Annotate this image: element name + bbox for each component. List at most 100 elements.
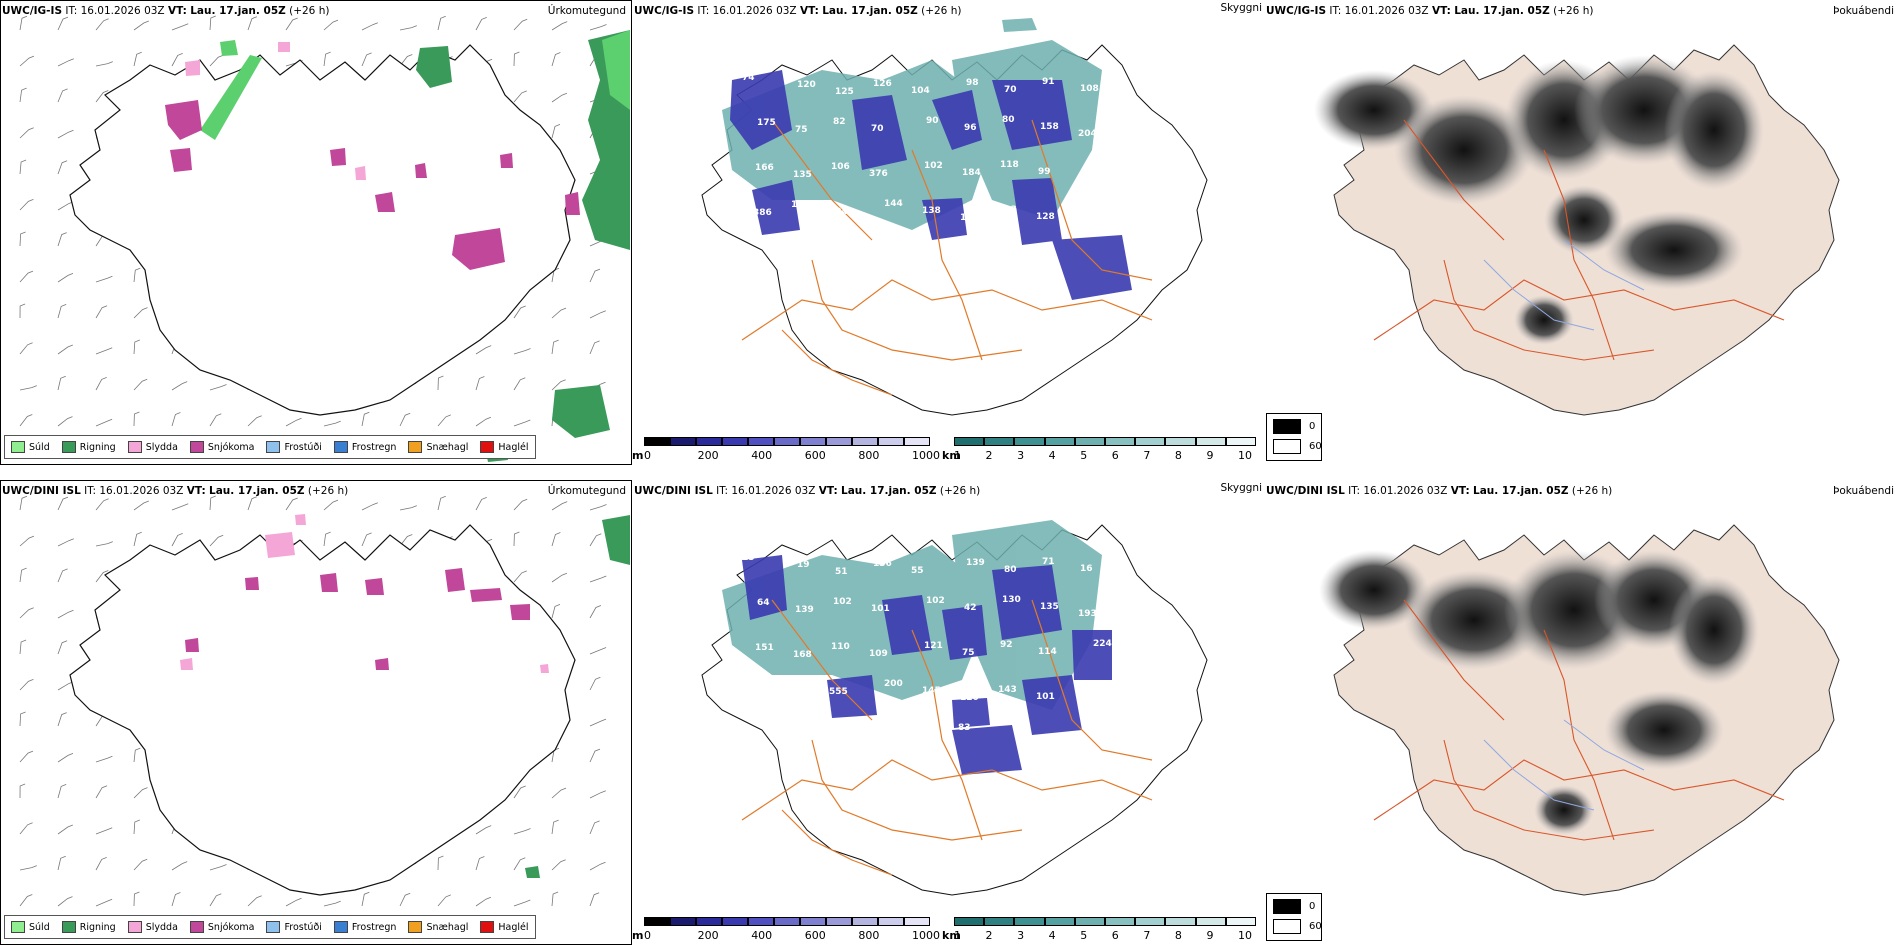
- visibility-value: 120: [960, 693, 979, 703]
- wind-barb: [171, 861, 188, 871]
- visibility-value: 172: [753, 688, 772, 698]
- wind-barb: [95, 570, 109, 583]
- colorbar-segment: [644, 917, 670, 926]
- colorbar-segment: [954, 437, 985, 446]
- panel-name: Úrkomutegund: [547, 5, 626, 17]
- wind-barb: [57, 568, 68, 583]
- legend-label: Slydda: [145, 921, 178, 933]
- colorbar-segment: [1044, 437, 1075, 446]
- wind-barb: [209, 384, 227, 391]
- legend-label: Frostúði: [284, 441, 322, 453]
- visibility-value: 101: [1036, 692, 1055, 702]
- colorbar-tick: 9: [1206, 929, 1214, 942]
- vt-label: VT:: [1431, 5, 1451, 17]
- visibility-m-colorbar: m 0 200 400 600 800 1000: [632, 435, 940, 465]
- visibility-value: 106: [831, 162, 850, 172]
- wind-barb: [323, 420, 341, 427]
- wind-barb: [57, 538, 74, 547]
- colorbar-segment: [670, 917, 696, 926]
- wind-barb: [285, 497, 298, 511]
- lead-time: (+26 h): [1571, 485, 1613, 497]
- wind-barb: [475, 416, 492, 427]
- wind-barb: [19, 87, 27, 103]
- colorbar-tick: 800: [858, 929, 880, 942]
- wind-barb: [551, 501, 568, 511]
- visibility-value: 109: [869, 649, 888, 659]
- visibility-value: 314: [791, 680, 810, 690]
- wind-barb: [437, 375, 444, 391]
- legend-swatch: [127, 441, 142, 453]
- wind-barb: [133, 307, 148, 319]
- visibility-value: 102: [924, 161, 943, 171]
- panel-frame: [0, 480, 632, 945]
- vt-label: VT:: [818, 485, 838, 497]
- it-label: IT:: [697, 5, 710, 17]
- colorbar-tick: 7: [1143, 929, 1151, 942]
- fog-key-label: 0: [1309, 421, 1316, 432]
- legend-swatch: [189, 921, 204, 933]
- legend-entry: Súld: [11, 441, 50, 453]
- lead-time: (+26 h): [289, 5, 330, 17]
- wind-barb: [133, 339, 140, 355]
- wind-barb: [19, 15, 28, 31]
- legend-entry: Snjókoma: [189, 441, 254, 453]
- wind-barb: [19, 199, 34, 211]
- wind-barb: [57, 375, 66, 391]
- wind-barb: [551, 819, 559, 835]
- wind-barb: [551, 92, 568, 103]
- colorbar-segment: [878, 437, 904, 446]
- visibility-value: 42: [964, 603, 977, 613]
- legend-swatch: [127, 921, 142, 933]
- colorbar-segment: [878, 917, 904, 926]
- wind-barb: [133, 747, 141, 763]
- vt-label: VT:: [186, 485, 206, 497]
- precip-legend: Súld Rigning Slydda Snjókoma Frostúði Frostre…: [4, 915, 536, 939]
- legend-swatch: [61, 441, 76, 453]
- wind-barb: [399, 25, 417, 31]
- wind-barb: [57, 344, 73, 355]
- colorbar-tick: 600: [804, 929, 826, 942]
- wind-barb: [19, 159, 27, 175]
- colorbar-segment: [800, 437, 826, 446]
- visibility-km-colorbar: km 1 2 3 4 5 6 7 8 9 10: [942, 435, 1260, 465]
- wind-barb: [551, 379, 566, 391]
- wind-barb: [437, 894, 451, 907]
- legend-entry: Súld: [11, 921, 50, 933]
- colorbar-segment: [1135, 917, 1166, 926]
- colorbar-segment: [826, 917, 852, 926]
- wind-barb: [589, 748, 601, 763]
- legend-swatch: [408, 441, 423, 453]
- visibility-value: 75: [795, 125, 808, 135]
- panel-frame: [0, 0, 632, 465]
- wind-barb: [475, 17, 487, 31]
- wind-barb: [513, 498, 528, 511]
- visibility-value: 135: [1040, 602, 1059, 612]
- wind-barb: [513, 828, 531, 835]
- sleet-areas: [180, 514, 549, 673]
- visibility-value: 101: [871, 604, 890, 614]
- fog-key: 0 60: [1266, 893, 1322, 941]
- colorbar-tick: 200: [697, 449, 719, 462]
- colorbar-tick: 4: [1048, 449, 1056, 462]
- colorbar-segment: [722, 917, 748, 926]
- colorbar-segment: [984, 437, 1015, 446]
- vt-value: Lau. 17.jan. 05Z: [1473, 485, 1569, 497]
- wind-barb: [133, 267, 141, 283]
- it-label: IT:: [716, 485, 729, 497]
- wind-barb: [57, 855, 66, 871]
- visibility-value: 99: [1038, 167, 1051, 177]
- wind-barb: [551, 787, 567, 799]
- legend-entry: Haglél: [480, 921, 529, 933]
- wind-barb: [57, 824, 73, 835]
- wind-barb: [209, 413, 222, 427]
- visibility-value: 143: [998, 685, 1017, 695]
- wind-barb: [19, 711, 26, 727]
- colorbar-tick: 10: [1238, 449, 1252, 462]
- wind-barb: [285, 17, 298, 31]
- visibility-panel: 74 120 125 126 104 98 70 91 108 175 75 82 70 90 96 80 15…: [632, 0, 1264, 465]
- wind-barb: [19, 750, 34, 763]
- wind-barb: [247, 895, 262, 907]
- colorbar-tick: 200: [697, 929, 719, 942]
- visibility-value-labels: 74 120 125 126 104 98 70 91 108 175 75 82 70 90 96 80 15…: [742, 73, 1112, 263]
- wind-barb: [437, 495, 446, 511]
